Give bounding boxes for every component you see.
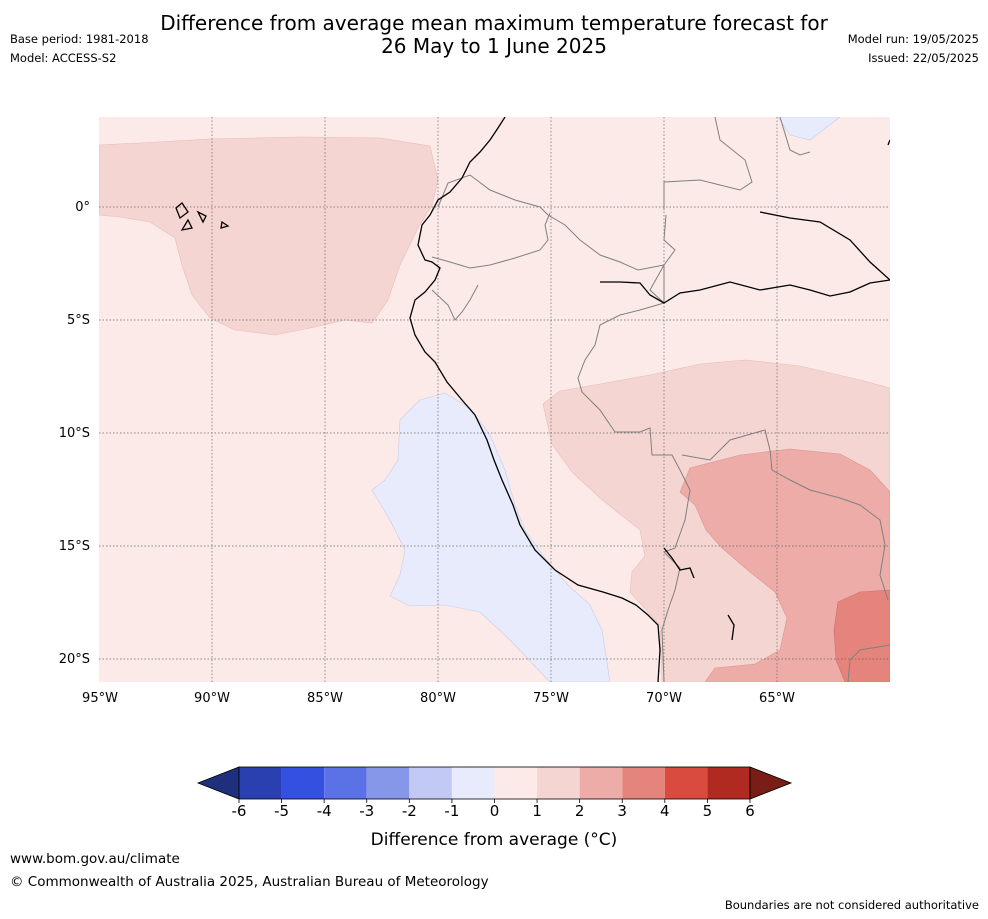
colorbar-swatch — [537, 767, 580, 799]
colorbar-swatch — [494, 767, 538, 799]
lat-label: 0° — [75, 200, 90, 215]
meta-left: Base period: 1981-2018 Model: ACCESS-S2 — [10, 30, 149, 68]
colorbar-extend-high — [749, 766, 793, 800]
lon-label: 80°W — [420, 691, 456, 706]
colorbar-tick: 2 — [575, 802, 585, 820]
colorbar-tick-labels: -6 -5 -4 -3 -2 -1 0 1 2 3 4 5 6 — [232, 802, 755, 820]
lon-label: 65°W — [759, 691, 795, 706]
anomaly-minus1-0-north — [777, 117, 841, 141]
colorbar-swatch — [409, 767, 452, 799]
colorbar-tick: -2 — [402, 802, 417, 820]
colorbar-swatch — [451, 767, 495, 799]
lat-label: 15°S — [59, 539, 90, 554]
latitude-labels: 0° 5°S 10°S 15°S 20°S — [59, 200, 90, 667]
map-title: Difference from average mean maximum tem… — [0, 12, 988, 58]
colorbar-tick: -4 — [317, 802, 332, 820]
colorbar-extend-low — [196, 766, 240, 800]
lat-label: 20°S — [59, 652, 90, 667]
colorbar-swatch — [579, 767, 623, 799]
colorbar-swatch — [281, 767, 325, 799]
longitude-labels: 95°W 90°W 85°W 80°W 75°W 70°W 65°W — [82, 691, 795, 706]
title-line-2: 26 May to 1 June 2025 — [381, 34, 607, 58]
colorbar-tick: 5 — [703, 802, 713, 820]
colorbar-tick: 0 — [490, 802, 500, 820]
model-run: Model run: 19/05/2025 — [847, 32, 979, 46]
anomaly-minus1-0 — [371, 392, 611, 682]
colorbar-tick: -1 — [444, 802, 459, 820]
colorbar-tick: -5 — [274, 802, 289, 820]
colorbar-swatch — [664, 767, 708, 799]
anomaly-1-2-pacific — [99, 136, 439, 336]
base-period: Base period: 1981-2018 — [10, 32, 149, 46]
copyright-text: © Commonwealth of Australia 2025, Austra… — [10, 874, 489, 890]
anomaly-3-4 — [833, 589, 890, 682]
colorbar-swatch — [366, 767, 410, 799]
graticule — [99, 117, 890, 682]
lon-label: 85°W — [307, 691, 343, 706]
lat-label: 5°S — [67, 313, 90, 328]
colorbar-tick: -3 — [359, 802, 374, 820]
colorbar-tick: 1 — [532, 802, 542, 820]
colorbar-tick: 4 — [660, 802, 670, 820]
colorbar-swatch — [707, 767, 750, 799]
map-panel — [99, 117, 890, 682]
colorbar-swatch — [239, 767, 282, 799]
website-link[interactable]: www.bom.gov.au/climate — [10, 851, 180, 867]
country-boundaries — [431, 117, 890, 682]
issued-date: Issued: 22/05/2025 — [868, 51, 979, 65]
coastline — [175, 117, 890, 682]
lon-label: 90°W — [194, 691, 230, 706]
colorbar-swatch — [622, 767, 665, 799]
model-name: Model: ACCESS-S2 — [10, 51, 117, 65]
colorbar — [196, 766, 793, 803]
disclaimer-text: Boundaries are not considered authoritat… — [724, 898, 979, 912]
lon-label: 75°W — [533, 691, 569, 706]
title-line-1: Difference from average mean maximum tem… — [160, 11, 828, 35]
lon-label: 95°W — [82, 691, 118, 706]
colorbar-tick: 6 — [745, 802, 755, 820]
colorbar-tick: -6 — [232, 802, 247, 820]
colorbar-swatch — [324, 767, 367, 799]
lon-label: 70°W — [646, 691, 682, 706]
colorbar-tick: 3 — [617, 802, 627, 820]
lat-label: 10°S — [59, 426, 90, 441]
colorbar-title: Difference from average (°C) — [371, 830, 618, 850]
meta-right: Model run: 19/05/2025 Issued: 22/05/2025 — [848, 30, 979, 68]
